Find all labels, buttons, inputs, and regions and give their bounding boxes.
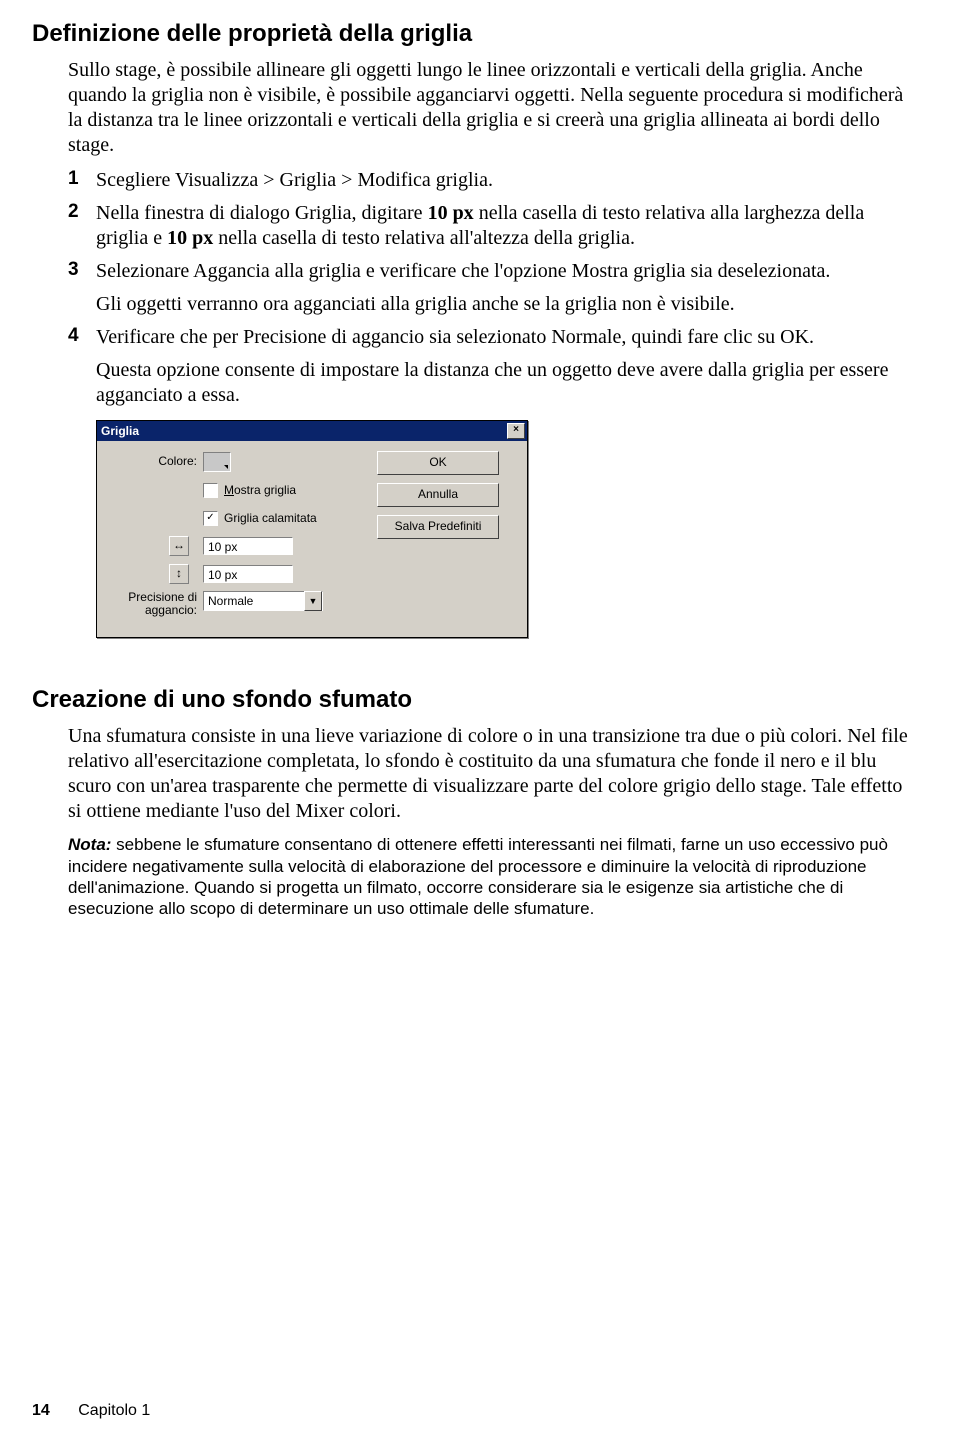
- dialog-title: Griglia: [101, 424, 139, 438]
- step2-d: 10 px: [167, 227, 213, 249]
- close-icon[interactable]: ×: [507, 423, 525, 439]
- step-4: 4 Verificare che per Precisione di aggan…: [68, 325, 912, 350]
- page-number: 14: [32, 1402, 50, 1419]
- step-1-text: Scegliere Visualizza > Griglia > Modific…: [96, 168, 912, 193]
- row-height: ↕ 10 px: [107, 563, 357, 585]
- color-swatch[interactable]: [203, 452, 231, 472]
- chevron-down-icon: ▼: [304, 591, 322, 611]
- show-grid-label: Mostra griglia: [224, 483, 296, 497]
- row-color: Colore:: [107, 451, 357, 473]
- dialog-body: Colore: Mostra griglia ✓ Griglia calamit…: [97, 441, 527, 637]
- grid-height-input[interactable]: 10 px: [203, 565, 293, 583]
- step-3: 3 Selezionare Aggancia alla griglia e ve…: [68, 259, 912, 284]
- step-4-text: Verificare che per Precisione di agganci…: [96, 325, 912, 350]
- row-precision: Precisione di aggancio: Normale ▼: [107, 591, 357, 617]
- vertical-arrow-icon: ↕: [169, 564, 189, 584]
- step-2-text: Nella finestra di dialogo Griglia, digit…: [96, 201, 912, 251]
- width-icon-cell: ↔: [107, 536, 203, 556]
- step-1: 1 Scegliere Visualizza > Griglia > Modif…: [68, 168, 912, 193]
- grid-dialog: Griglia × Colore: Mostra griglia ✓ Grigl…: [96, 420, 528, 638]
- note-body: sebbene le sfumature consentano di otten…: [68, 835, 888, 918]
- snap-label: Griglia calamitata: [224, 511, 317, 525]
- height-icon-cell: ↕: [107, 564, 203, 584]
- precision-value: Normale: [208, 594, 253, 608]
- precision-select[interactable]: Normale ▼: [203, 591, 323, 611]
- note-label: Nota:: [68, 835, 111, 854]
- precision-label: Precisione di aggancio:: [107, 591, 203, 617]
- row-width: ↔ 10 px: [107, 535, 357, 557]
- color-label: Colore:: [107, 455, 203, 468]
- row-show-grid: Mostra griglia: [107, 479, 357, 501]
- step-4-num: 4: [68, 325, 96, 350]
- horizontal-arrow-icon: ↔: [169, 536, 189, 556]
- precision-label-l1: Precisione di: [128, 590, 197, 604]
- step-4-sub: Questa opzione consente di impostare la …: [96, 358, 912, 408]
- chapter-label: Capitolo 1: [78, 1402, 150, 1419]
- section1-heading: Definizione delle proprietà della grigli…: [32, 20, 912, 48]
- section2-body: Una sfumatura consiste in una lieve vari…: [68, 724, 912, 919]
- step-3-sub: Gli oggetti verranno ora agganciati alla…: [96, 292, 912, 317]
- snap-checkbox[interactable]: ✓: [203, 511, 218, 526]
- page-footer: 14 Capitolo 1: [32, 1402, 150, 1420]
- precision-label-l2: aggancio:: [145, 603, 197, 617]
- save-defaults-button[interactable]: Salva Predefiniti: [377, 515, 499, 539]
- section1-intro: Sullo stage, è possibile allineare gli o…: [68, 58, 912, 158]
- ok-button[interactable]: OK: [377, 451, 499, 475]
- grid-width-input[interactable]: 10 px: [203, 537, 293, 555]
- show-grid-rest: ostra griglia: [234, 483, 296, 497]
- step2-e: nella casella di testo relativa all'alte…: [213, 227, 635, 249]
- step2-b: 10 px: [428, 202, 474, 224]
- dialog-right: OK Annulla Salva Predefiniti: [357, 451, 517, 623]
- page: Definizione delle proprietà della grigli…: [0, 0, 960, 1438]
- section2-note: Nota: sebbene le sfumature consentano di…: [68, 834, 912, 919]
- step-3-num: 3: [68, 259, 96, 284]
- step-2: 2 Nella finestra di dialogo Griglia, dig…: [68, 201, 912, 251]
- section2-heading: Creazione di uno sfondo sfumato: [32, 686, 912, 714]
- dialog-titlebar: Griglia ×: [97, 421, 527, 441]
- step-1-num: 1: [68, 168, 96, 193]
- step2-a: Nella finestra di dialogo Griglia, digit…: [96, 202, 428, 224]
- section2-intro: Una sfumatura consiste in una lieve vari…: [68, 724, 912, 824]
- show-grid-accel: M: [224, 483, 234, 497]
- dialog-left: Colore: Mostra griglia ✓ Griglia calamit…: [107, 451, 357, 623]
- row-snap: ✓ Griglia calamitata: [107, 507, 357, 529]
- step-3-text: Selezionare Aggancia alla griglia e veri…: [96, 259, 912, 284]
- show-grid-checkbox[interactable]: [203, 483, 218, 498]
- section1-body: Sullo stage, è possibile allineare gli o…: [68, 58, 912, 408]
- cancel-button[interactable]: Annulla: [377, 483, 499, 507]
- step-2-num: 2: [68, 201, 96, 251]
